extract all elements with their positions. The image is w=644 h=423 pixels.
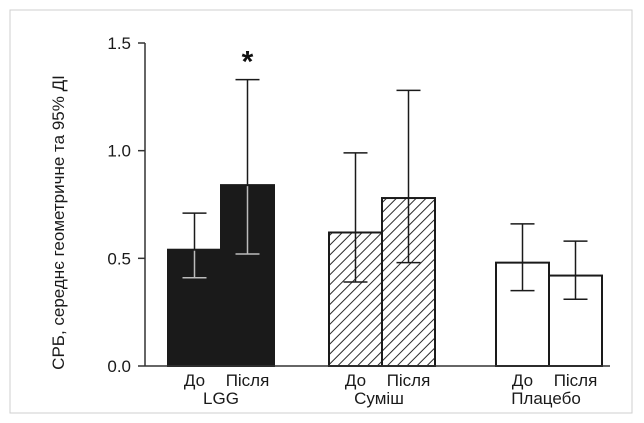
bar-label: До bbox=[512, 371, 533, 390]
y-axis-label: СРБ, середнє геометричне та 95% ДІ bbox=[49, 75, 68, 370]
frame-border bbox=[9, 9, 633, 414]
bar-label: До bbox=[345, 371, 366, 390]
bar-label: Після bbox=[554, 371, 598, 390]
y-tick-label: 0.0 bbox=[107, 357, 131, 376]
y-tick-label: 1.5 bbox=[107, 34, 131, 53]
y-tick-label: 1.0 bbox=[107, 142, 131, 161]
group-label: Плацебо bbox=[511, 389, 581, 408]
bar-label: Після bbox=[387, 371, 431, 390]
group-label: Суміш bbox=[354, 389, 404, 408]
bar-label: Після bbox=[226, 371, 270, 390]
y-tick-label: 0.5 bbox=[107, 249, 131, 268]
bar-label: До bbox=[184, 371, 205, 390]
group-label: LGG bbox=[203, 389, 239, 408]
significance-marker: * bbox=[242, 46, 254, 79]
